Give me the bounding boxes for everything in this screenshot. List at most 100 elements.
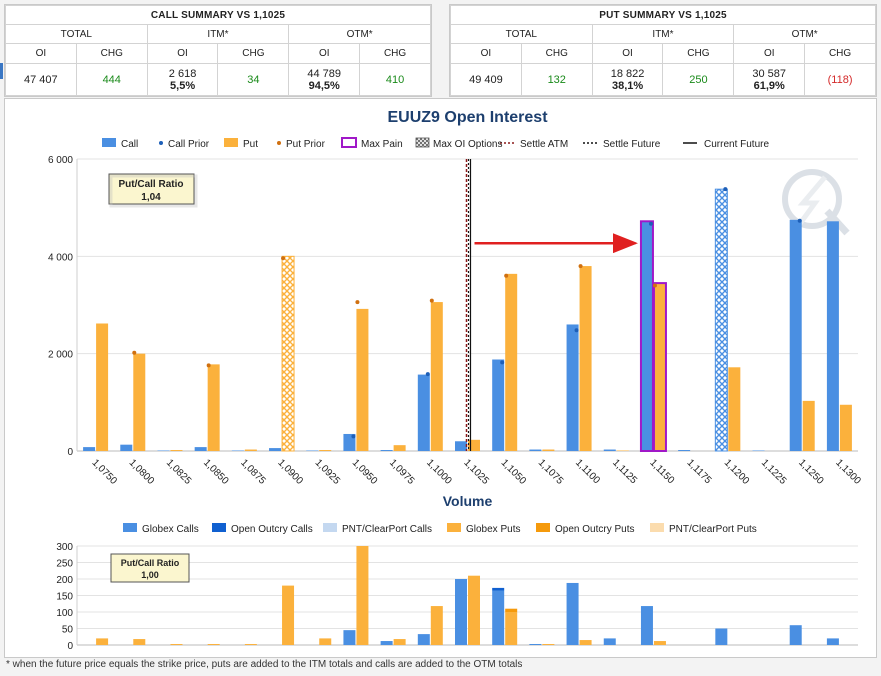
oi-put-bar <box>281 255 295 452</box>
call-itm-chg: 34 <box>217 63 290 96</box>
legend-max-oi-swatch <box>415 137 430 148</box>
volume-globex-put-bar <box>653 641 666 645</box>
put-otm-pct: 61,9% <box>753 79 785 92</box>
put-total-chg: 132 <box>520 63 593 96</box>
oi-x-tick-label: 1,0850 <box>201 457 231 487</box>
oi-x-tick-label: 1,1300 <box>833 457 863 487</box>
oi-y-tick-label: 0 <box>67 447 73 458</box>
oi-y-tick-label: 6 000 <box>48 155 73 166</box>
put-col-oi: OI <box>733 43 806 64</box>
oi-put-bar <box>393 445 406 451</box>
oi-x-tick-label: 1,0875 <box>238 457 268 487</box>
call-itm-oi-cell: 2 618 5,5% <box>146 63 219 96</box>
put-itm-oi: 18 822 <box>610 67 645 80</box>
volume-globex-call-bar <box>826 638 839 645</box>
volume-legend-swatch <box>650 523 664 532</box>
oi-call-prior-dot <box>500 360 505 365</box>
oi-x-tick-label: 1,1200 <box>722 457 752 487</box>
oi-put-prior-dot <box>578 264 583 269</box>
oi-ratio-shadow <box>109 174 198 208</box>
oi-put-bar <box>244 449 257 451</box>
legend-label: Settle ATM <box>520 139 568 150</box>
volume-y-tick-label: 150 <box>56 592 73 603</box>
oi-x-tick-label: 1,0925 <box>313 457 343 487</box>
volume-globex-put-bar <box>133 639 146 645</box>
oi-x-tick-label: 1,0975 <box>387 457 417 487</box>
legend-label: Call Prior <box>168 139 210 150</box>
put-summary-panel: PUT SUMMARY VS 1,1025 TOTAL ITM* OTM* OI… <box>449 4 877 97</box>
volume-legend-swatch <box>212 523 226 532</box>
put-itm-oi-cell: 18 822 38,1% <box>591 63 664 96</box>
call-col-chg: CHG <box>359 43 431 64</box>
put-col-chg: CHG <box>662 43 735 64</box>
oi-put-bar <box>802 400 815 451</box>
oi-ratio-value: 1,04 <box>141 192 161 203</box>
open-interest-chart: EUUZ9 Open Interest Call Call Prior Put Put … <box>48 109 863 487</box>
put-otm-chg: (118) <box>804 63 876 96</box>
put-otm-oi: 30 587 <box>752 67 787 80</box>
volume-globex-call-bar <box>380 641 393 645</box>
oi-call-bar <box>417 374 430 451</box>
volume-globex-put-bar <box>468 575 480 645</box>
volume-globex-put-bar <box>207 644 220 645</box>
oi-x-tick-label: 1,1025 <box>461 457 491 487</box>
call-total-chg: 444 <box>75 63 148 96</box>
oi-x-tick-label: 1,1000 <box>424 457 454 487</box>
call-group-total: TOTAL <box>5 24 148 44</box>
legend-label: Settle Future <box>603 139 661 150</box>
side-tab-indicator <box>0 63 3 79</box>
oi-x-tick-label: 1,0825 <box>164 457 194 487</box>
oi-put-prior-dot <box>355 300 360 305</box>
volume-globex-put-bar <box>356 546 369 645</box>
volume-chart: Volume Globex Calls Open Outcry Calls PNT/C… <box>56 493 858 652</box>
volume-legend-label: Open Outcry Puts <box>555 524 634 535</box>
oi-put-bar <box>505 273 518 451</box>
volume-open-outcry-put-bar <box>505 608 518 612</box>
put-itm-chg: 250 <box>662 63 735 96</box>
watermark-logo-icon <box>782 169 850 236</box>
oi-ratio-box <box>108 173 195 205</box>
volume-globex-call-bar <box>343 630 356 645</box>
call-otm-oi: 44 789 <box>307 67 342 80</box>
legend-label: Max OI Options <box>433 139 502 150</box>
call-col-oi: OI <box>146 43 219 64</box>
oi-call-bar <box>343 433 356 451</box>
volume-globex-put-bar <box>319 638 332 645</box>
call-otm-pct: 94,5% <box>308 79 340 92</box>
oi-x-tick-label: 1,0900 <box>275 457 305 487</box>
oi-call-bar <box>269 448 282 451</box>
oi-put-prior-dot <box>281 256 286 261</box>
call-col-oi: OI <box>5 43 77 64</box>
call-itm-oi: 2 618 <box>168 67 197 80</box>
call-total-oi: 47 407 <box>5 63 77 96</box>
oi-x-tick-label: 1,1175 <box>685 457 714 486</box>
legend-call-prior-swatch <box>159 141 163 145</box>
oi-call-bar <box>714 188 728 452</box>
put-group-itm: ITM* <box>591 24 735 44</box>
volume-chart-title: Volume <box>443 493 493 509</box>
volume-globex-put-bar <box>282 585 295 645</box>
oi-call-prior-dot <box>723 187 728 192</box>
put-group-otm: OTM* <box>733 24 876 44</box>
put-total-oi: 49 409 <box>450 63 522 96</box>
oi-put-bar <box>96 323 109 451</box>
oi-put-bar <box>319 450 332 451</box>
call-summary-table: CALL SUMMARY VS 1,1025 TOTAL ITM* OTM* O… <box>5 5 431 96</box>
volume-y-tick-label: 200 <box>56 575 73 586</box>
legend-label: Current Future <box>704 139 769 150</box>
volume-globex-call-bar <box>417 634 430 645</box>
call-group-otm: OTM* <box>288 24 431 44</box>
volume-globex-call-bar <box>492 590 505 645</box>
volume-globex-put-bar <box>579 640 592 645</box>
oi-x-tick-label: 1,1050 <box>499 457 529 487</box>
put-col-chg: CHG <box>520 43 593 64</box>
oi-call-bar <box>120 444 133 451</box>
oi-call-bar <box>789 219 802 451</box>
volume-legend-label: Globex Puts <box>466 524 520 535</box>
oi-put-bar <box>207 364 220 451</box>
oi-x-tick-label: 1,0950 <box>350 457 380 487</box>
call-col-chg: CHG <box>75 43 148 64</box>
oi-call-bar <box>455 441 467 451</box>
oi-put-bar <box>356 308 369 451</box>
charts-svg: EUUZ9 Open Interest Call Call Prior Put Put … <box>48 109 863 652</box>
